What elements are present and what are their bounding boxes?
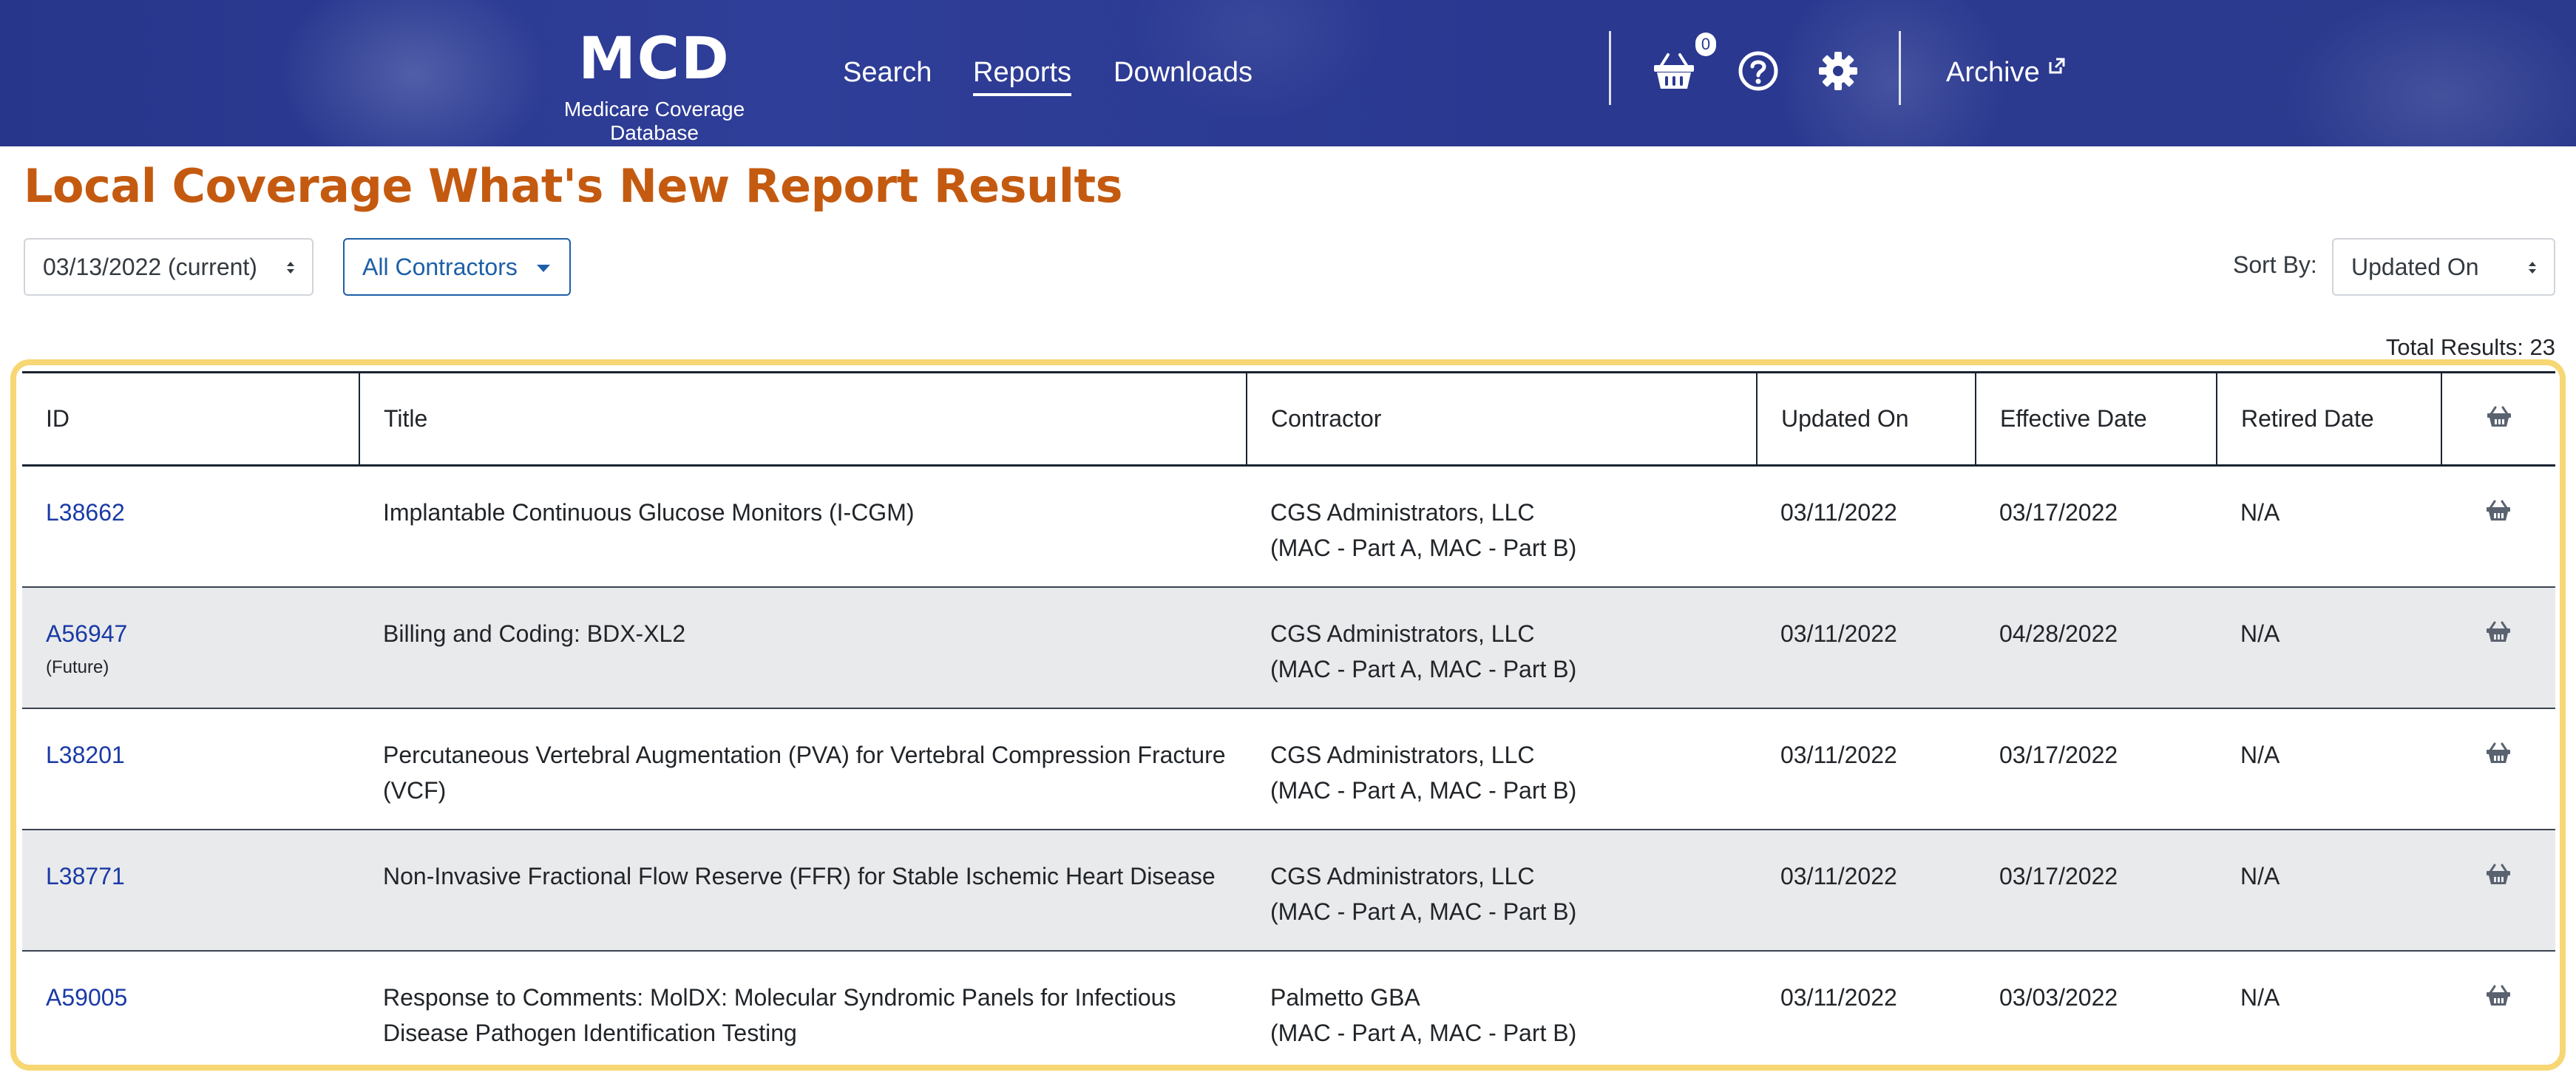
updated-on: 03/11/2022 <box>1780 983 1897 1011</box>
contractor-name: CGS Administrators, LLC <box>1270 741 1535 768</box>
sort-select[interactable]: Updated On <box>2332 238 2555 296</box>
nav-search[interactable]: Search <box>843 57 932 88</box>
updated-on: 03/11/2022 <box>1780 741 1897 768</box>
contractor-name: CGS Administrators, LLC <box>1270 620 1535 647</box>
effective-date: 03/17/2022 <box>1999 741 2118 768</box>
all-contractors-button[interactable]: All Contractors <box>343 238 571 296</box>
header-divider <box>1899 31 1901 105</box>
contractor-type: (MAC - Part A, MAC - Part B) <box>1270 1019 1577 1046</box>
archive-label: Archive <box>1946 57 2040 88</box>
column-header-retired-date[interactable]: Retired Date <box>2217 372 2442 466</box>
chevron-down-icon <box>537 265 550 272</box>
table-row: L38662 Implantable Continuous Glucose Mo… <box>22 466 2555 587</box>
table-row: A59005 Response to Comments: MolDX: Mole… <box>22 951 2555 1065</box>
updated-on: 03/11/2022 <box>1780 862 1897 889</box>
column-header-title[interactable]: Title <box>359 372 1247 466</box>
contractor-type: (MAC - Part A, MAC - Part B) <box>1270 655 1577 682</box>
basket-icon[interactable] <box>1652 49 1696 93</box>
column-header-updated-on[interactable]: Updated On <box>1757 372 1976 466</box>
document-title: Billing and Coding: BDX-XL2 <box>383 620 686 647</box>
date-select[interactable]: 03/13/2022 (current) <box>24 238 313 296</box>
results-table-container: ID Title Contractor Updated On Effective… <box>22 371 2555 1065</box>
sort-select-value: Updated On <box>2351 254 2479 280</box>
contractor-type: (MAC - Part A, MAC - Part B) <box>1270 776 1577 804</box>
document-id-link[interactable]: A56947 <box>46 620 128 647</box>
column-header-basket <box>2441 373 2555 466</box>
external-link-icon <box>2049 58 2065 74</box>
contractor-name: CGS Administrators, LLC <box>1270 499 1535 526</box>
header-divider <box>1609 31 1611 105</box>
sort-by-label: Sort By: <box>2233 251 2317 278</box>
retired-date: N/A <box>2240 862 2280 889</box>
contractor-type: (MAC - Part A, MAC - Part B) <box>1270 898 1577 925</box>
contractors-label: All Contractors <box>362 254 518 280</box>
help-icon[interactable] <box>1736 49 1780 93</box>
add-to-basket-icon[interactable] <box>2486 984 2511 1006</box>
nav-reports[interactable]: Reports <box>973 55 1072 96</box>
document-id-link[interactable]: L38201 <box>46 741 125 768</box>
logo-title: MCD <box>578 26 731 92</box>
document-title: Response to Comments: MolDX: Molecular S… <box>383 983 1176 1046</box>
effective-date: 04/28/2022 <box>1999 620 2118 647</box>
column-header-effective-date[interactable]: Effective Date <box>1976 372 2217 466</box>
effective-date: 03/17/2022 <box>1999 499 2118 526</box>
total-results: Total Results: 23 <box>2385 334 2555 360</box>
contractor-name: Palmetto GBA <box>1270 983 1420 1011</box>
table-header-row: ID Title Contractor Updated On Effective… <box>22 372 2555 466</box>
column-header-contractor[interactable]: Contractor <box>1247 372 1758 466</box>
archive-link[interactable]: Archive <box>1946 55 2067 90</box>
add-to-basket-icon[interactable] <box>2486 620 2511 643</box>
column-header-id[interactable]: ID <box>22 372 360 466</box>
contractor-name: CGS Administrators, LLC <box>1270 862 1535 889</box>
date-select-value: 03/13/2022 (current) <box>43 254 257 280</box>
table-row: A56947 (Future) Billing and Coding: BDX-X… <box>22 586 2555 708</box>
gear-icon[interactable] <box>1816 49 1860 93</box>
logo-subtitle: Medicare Coverage Database <box>563 98 745 144</box>
retired-date: N/A <box>2240 983 2280 1011</box>
add-to-basket-icon[interactable] <box>2486 499 2511 521</box>
basket-icon <box>2487 406 2511 427</box>
document-id-link[interactable]: A59005 <box>46 983 128 1011</box>
document-id-link[interactable]: L38662 <box>46 499 125 526</box>
retired-date: N/A <box>2240 620 2280 647</box>
table-row: L38201 Percutaneous Vertebral Augmentati… <box>22 708 2555 830</box>
document-title: Percutaneous Vertebral Augmentation (PVA… <box>383 741 1226 804</box>
document-id-link[interactable]: L38771 <box>46 862 125 889</box>
document-title: Implantable Continuous Glucose Monitors … <box>383 499 915 526</box>
nav-downloads[interactable]: Downloads <box>1114 57 1253 88</box>
mcd-logo[interactable]: MCD Medicare Coverage Database <box>518 28 791 145</box>
document-title: Non-Invasive Fractional Flow Reserve (FF… <box>383 862 1216 889</box>
sort-caret-icon <box>287 262 294 274</box>
cart-count-badge: 0 <box>1695 33 1716 56</box>
updated-on: 03/11/2022 <box>1780 620 1897 647</box>
sort-caret-icon <box>2529 262 2536 274</box>
future-note: (Future) <box>46 657 109 677</box>
results-table: ID Title Contractor Updated On Effective… <box>22 371 2555 1065</box>
effective-date: 03/17/2022 <box>1999 862 2118 889</box>
site-header: MCD Medicare Coverage Database Search Re… <box>0 0 2576 146</box>
retired-date: N/A <box>2240 741 2280 768</box>
add-to-basket-icon[interactable] <box>2486 863 2511 885</box>
contractor-type: (MAC - Part A, MAC - Part B) <box>1270 535 1577 561</box>
effective-date: 03/03/2022 <box>1999 983 2118 1011</box>
retired-date: N/A <box>2240 499 2280 526</box>
page-title: Local Coverage What's New Report Results <box>24 159 1122 213</box>
add-to-basket-icon[interactable] <box>2486 742 2511 764</box>
updated-on: 03/11/2022 <box>1780 499 1897 526</box>
table-highlight-frame <box>10 359 2566 1071</box>
table-row: L38771 Non-Invasive Fractional Flow Rese… <box>22 829 2555 951</box>
